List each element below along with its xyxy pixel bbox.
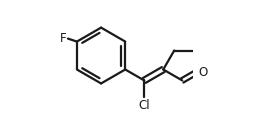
Text: O: O <box>199 66 208 79</box>
Text: F: F <box>60 32 67 45</box>
Text: Cl: Cl <box>138 99 150 112</box>
